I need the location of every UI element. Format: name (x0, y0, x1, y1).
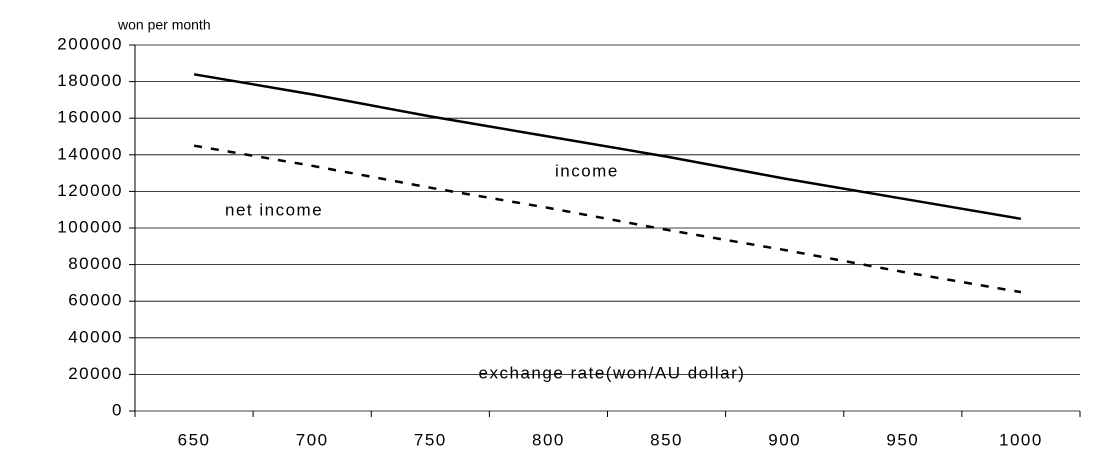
series-line (193, 73, 1022, 221)
y-tick-label: 120000 (57, 181, 123, 200)
series-label: net income (225, 200, 323, 219)
y-tick-label: 180000 (57, 71, 123, 90)
x-tick-label: 700 (296, 430, 329, 449)
y-tick-label: 200000 (57, 34, 123, 53)
x-tick-label: 750 (414, 430, 447, 449)
y-tick-label: 20000 (68, 364, 123, 383)
y-tick-label: 160000 (57, 108, 123, 127)
y-tick-label: 40000 (68, 327, 123, 346)
series-line (193, 144, 1022, 294)
y-tick-label: 80000 (68, 254, 123, 273)
y-tick-label: 100000 (57, 217, 123, 236)
x-axis-label: exchange rate(won/AU dollar) (479, 363, 746, 382)
x-tick-label: 950 (886, 430, 919, 449)
y-axis-label: won per month (117, 17, 211, 33)
x-tick-label: 800 (532, 430, 565, 449)
x-tick-label: 900 (768, 430, 801, 449)
x-tick-label: 850 (650, 430, 683, 449)
y-tick-label: 0 (112, 400, 123, 419)
x-tick-label: 1000 (999, 430, 1043, 449)
series-label: income (555, 161, 619, 180)
x-tick-label: 650 (178, 430, 211, 449)
y-tick-label: 140000 (57, 144, 123, 163)
y-tick-label: 60000 (68, 291, 123, 310)
